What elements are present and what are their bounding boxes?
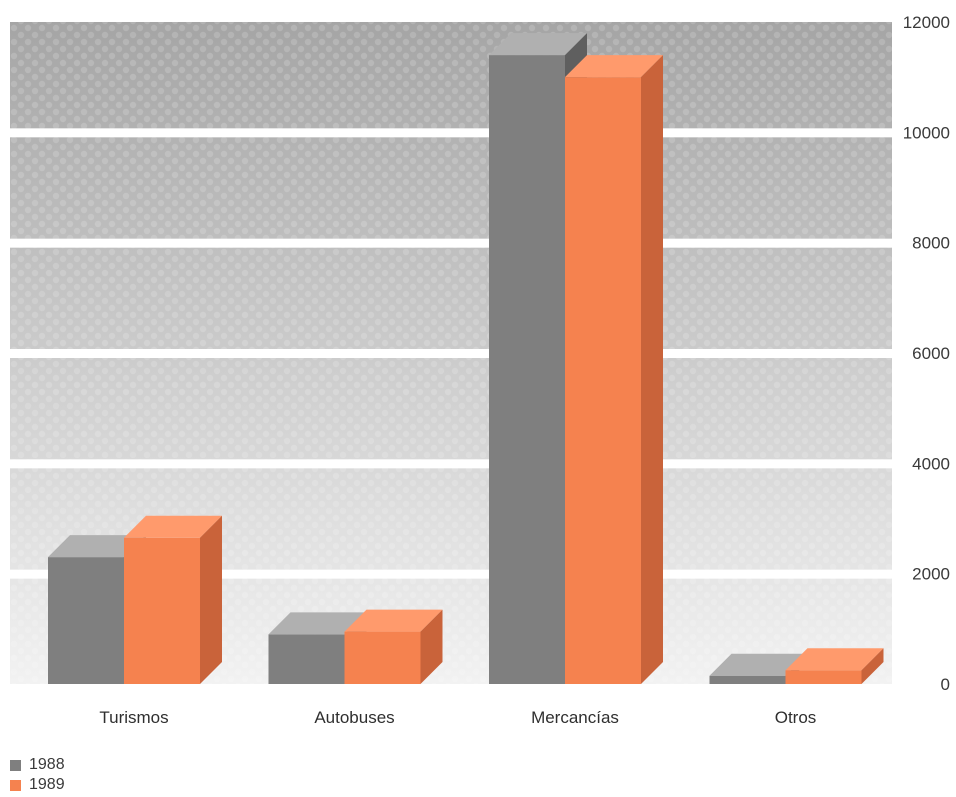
gridline bbox=[10, 569, 892, 579]
bars bbox=[48, 33, 884, 685]
bar-top-1988-3 bbox=[709, 653, 808, 676]
y-tick-label: 12000 bbox=[903, 13, 950, 32]
legend-label-1989: 1989 bbox=[29, 776, 65, 793]
gridline bbox=[10, 349, 892, 358]
legend-swatch-1988 bbox=[10, 759, 21, 771]
legend-item-1988: 1988 bbox=[10, 755, 65, 775]
y-tick-label: 10000 bbox=[903, 123, 950, 142]
bar-side-1989-0 bbox=[200, 515, 222, 684]
category-label: Otros bbox=[775, 708, 817, 727]
bar-1988-2 bbox=[489, 55, 565, 685]
category-label: Mercancías bbox=[531, 708, 619, 727]
y-tick-label: 8000 bbox=[912, 234, 950, 253]
bar-top-1989-2 bbox=[565, 55, 663, 78]
bar-top-1989-0 bbox=[124, 515, 222, 538]
bar-1989-1 bbox=[344, 631, 421, 684]
bar-side-1989-3 bbox=[861, 648, 884, 684]
gridline bbox=[10, 459, 892, 469]
bar-1989-0 bbox=[124, 537, 200, 684]
bar-1989-2 bbox=[565, 77, 641, 684]
y-tick-label: 4000 bbox=[912, 454, 950, 473]
y-tick-label: 0 bbox=[941, 675, 950, 694]
bar-top-1988-2 bbox=[489, 33, 587, 56]
category-label: Turismos bbox=[99, 708, 168, 727]
bar-1988-3 bbox=[709, 675, 786, 684]
y-axis-ticks: 0 2000 4000 6000 8000 10000 12000 bbox=[903, 13, 950, 694]
legend-swatch-1989 bbox=[10, 779, 21, 791]
category-labels: Turismos Autobuses Mercancías Otros bbox=[99, 708, 816, 727]
bar-1989-3 bbox=[785, 670, 862, 684]
bar-1988-0 bbox=[48, 557, 124, 684]
y-tick-label: 6000 bbox=[912, 344, 950, 363]
bar-top-1988-0 bbox=[48, 535, 146, 558]
legend: 1988 1989 bbox=[10, 755, 65, 795]
category-label: Autobuses bbox=[314, 708, 394, 727]
gridline bbox=[10, 238, 892, 248]
legend-label-1988: 1988 bbox=[29, 756, 65, 773]
gridlines bbox=[10, 128, 892, 579]
bar-chart: 0 2000 4000 6000 8000 10000 12000 Turismos Auto… bbox=[10, 13, 950, 727]
bar-top-1989-1 bbox=[344, 609, 443, 632]
bar-top-1989-3 bbox=[785, 648, 884, 671]
legend-item-1989: 1989 bbox=[10, 775, 65, 795]
y-tick-label: 2000 bbox=[912, 565, 950, 584]
bar-1988-1 bbox=[268, 634, 345, 684]
gridline bbox=[10, 128, 892, 138]
bar-side-1989-1 bbox=[420, 609, 443, 684]
bar-top-1988-1 bbox=[268, 612, 367, 635]
bar-side-1989-2 bbox=[641, 55, 663, 684]
